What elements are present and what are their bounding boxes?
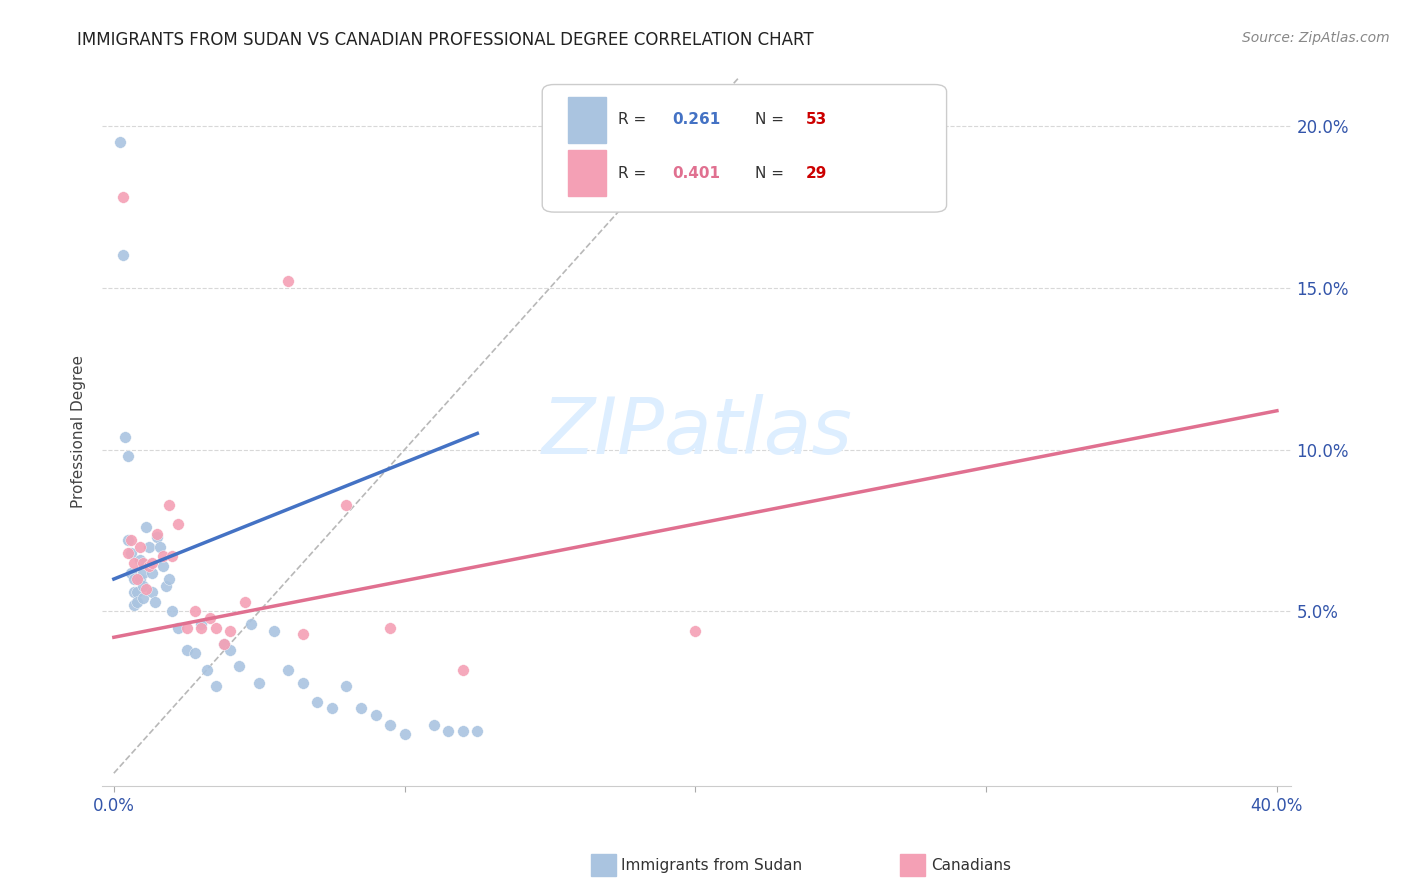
Point xyxy=(335,679,357,693)
Point xyxy=(228,659,250,673)
Point xyxy=(176,621,198,635)
Point xyxy=(160,604,183,618)
Point xyxy=(132,591,155,606)
Point xyxy=(247,675,270,690)
Point xyxy=(685,624,707,638)
Point xyxy=(465,724,488,739)
Point xyxy=(120,533,142,548)
Point xyxy=(149,540,172,554)
Point xyxy=(152,559,174,574)
Point xyxy=(117,546,139,560)
Point xyxy=(350,701,373,715)
Point xyxy=(143,595,166,609)
Point xyxy=(135,520,157,534)
Text: N =: N = xyxy=(755,166,789,180)
Bar xyxy=(568,150,606,196)
Point xyxy=(263,624,285,638)
Point xyxy=(277,663,299,677)
Point xyxy=(141,585,163,599)
Text: R =: R = xyxy=(619,112,651,128)
Point xyxy=(219,624,242,638)
Point xyxy=(127,572,149,586)
Point xyxy=(141,556,163,570)
Point xyxy=(239,617,262,632)
Point xyxy=(378,717,401,731)
Point xyxy=(321,701,343,715)
Point xyxy=(120,566,142,580)
Point xyxy=(127,585,149,599)
Point xyxy=(157,572,180,586)
Point xyxy=(127,595,149,609)
Point xyxy=(190,621,212,635)
Point xyxy=(117,449,139,463)
Point xyxy=(204,679,226,693)
Point xyxy=(120,546,142,560)
Point xyxy=(335,498,357,512)
Point xyxy=(122,572,145,586)
Point xyxy=(378,621,401,635)
Point xyxy=(152,549,174,564)
Point xyxy=(129,540,152,554)
Point xyxy=(138,559,160,574)
Point xyxy=(117,533,139,548)
Text: 29: 29 xyxy=(806,166,828,180)
Point xyxy=(176,643,198,657)
Point xyxy=(394,727,416,741)
Point xyxy=(219,643,242,657)
Point xyxy=(111,190,134,204)
Point xyxy=(195,663,218,677)
Point xyxy=(108,135,131,149)
Text: 0.261: 0.261 xyxy=(672,112,720,128)
Point xyxy=(451,663,474,677)
Point xyxy=(129,552,152,566)
Point xyxy=(198,611,221,625)
Point xyxy=(141,566,163,580)
Point xyxy=(451,724,474,739)
Point xyxy=(157,498,180,512)
Point xyxy=(111,248,134,262)
Point xyxy=(146,526,169,541)
Point xyxy=(214,637,236,651)
Point xyxy=(122,585,145,599)
Point xyxy=(132,566,155,580)
Text: Source: ZipAtlas.com: Source: ZipAtlas.com xyxy=(1241,31,1389,45)
Text: 0.401: 0.401 xyxy=(672,166,720,180)
Point xyxy=(135,582,157,596)
Point xyxy=(122,598,145,612)
Point xyxy=(291,675,314,690)
Text: Immigrants from Sudan: Immigrants from Sudan xyxy=(621,858,803,872)
Text: 53: 53 xyxy=(806,112,828,128)
Point xyxy=(132,556,155,570)
Point xyxy=(204,621,226,635)
Point xyxy=(184,604,207,618)
Point xyxy=(138,540,160,554)
Text: ZIPatlas: ZIPatlas xyxy=(541,393,852,470)
Point xyxy=(166,516,188,531)
Point xyxy=(184,647,207,661)
Point xyxy=(214,637,236,651)
FancyBboxPatch shape xyxy=(543,85,946,212)
Point xyxy=(146,530,169,544)
Point xyxy=(291,627,314,641)
Y-axis label: Professional Degree: Professional Degree xyxy=(72,355,86,508)
Text: IMMIGRANTS FROM SUDAN VS CANADIAN PROFESSIONAL DEGREE CORRELATION CHART: IMMIGRANTS FROM SUDAN VS CANADIAN PROFES… xyxy=(77,31,814,49)
Point xyxy=(437,724,460,739)
Point xyxy=(122,556,145,570)
Text: Canadians: Canadians xyxy=(931,858,1011,872)
Point xyxy=(129,572,152,586)
Point xyxy=(364,708,387,723)
Text: N =: N = xyxy=(755,112,789,128)
Point xyxy=(155,578,177,592)
Point xyxy=(114,430,136,444)
Point xyxy=(132,578,155,592)
Bar xyxy=(568,97,606,143)
Point xyxy=(233,595,256,609)
Point xyxy=(166,621,188,635)
Point xyxy=(160,549,183,564)
Point xyxy=(190,617,212,632)
Point xyxy=(307,695,329,709)
Point xyxy=(277,274,299,288)
Point xyxy=(422,717,444,731)
Text: R =: R = xyxy=(619,166,651,180)
